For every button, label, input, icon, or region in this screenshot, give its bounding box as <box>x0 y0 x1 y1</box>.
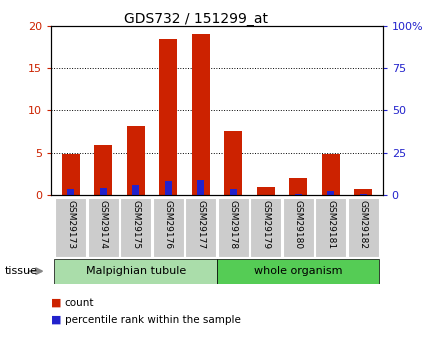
Text: GSM29174: GSM29174 <box>99 200 108 249</box>
Text: ■: ■ <box>51 298 62 307</box>
Bar <box>127 127 145 195</box>
Text: GSM29182: GSM29182 <box>359 200 368 249</box>
Text: GSM29179: GSM29179 <box>261 200 270 249</box>
Text: Malpighian tubule: Malpighian tubule <box>85 266 186 276</box>
Bar <box>62 154 80 195</box>
Bar <box>315 198 346 257</box>
Text: GSM29180: GSM29180 <box>294 200 303 249</box>
Bar <box>217 259 380 284</box>
Bar <box>230 189 237 195</box>
Bar <box>289 178 307 195</box>
Text: GDS732 / 151299_at: GDS732 / 151299_at <box>124 12 268 26</box>
Text: count: count <box>65 298 94 307</box>
Bar <box>88 198 119 257</box>
Text: whole organism: whole organism <box>254 266 343 276</box>
Bar <box>192 34 210 195</box>
Text: tissue: tissue <box>4 266 37 276</box>
Bar <box>327 191 334 195</box>
Bar <box>224 131 242 195</box>
Text: GSM29176: GSM29176 <box>164 200 173 249</box>
Bar <box>67 189 74 195</box>
Bar <box>354 189 372 195</box>
Bar <box>54 259 217 284</box>
Bar <box>283 198 314 257</box>
Text: ■: ■ <box>51 315 62 325</box>
Bar <box>250 198 281 257</box>
Bar <box>322 154 340 195</box>
Bar <box>100 188 107 195</box>
Bar <box>132 186 139 195</box>
Text: percentile rank within the sample: percentile rank within the sample <box>65 315 240 325</box>
Bar <box>94 145 112 195</box>
Bar <box>55 198 86 257</box>
Bar <box>165 181 172 195</box>
Text: GSM29178: GSM29178 <box>229 200 238 249</box>
Bar <box>218 198 249 257</box>
Text: GSM29177: GSM29177 <box>196 200 205 249</box>
Bar <box>120 198 151 257</box>
Bar <box>185 198 216 257</box>
Text: GSM29181: GSM29181 <box>326 200 335 249</box>
Bar <box>295 194 302 195</box>
Bar <box>153 198 184 257</box>
Bar <box>257 187 275 195</box>
Text: GSM29175: GSM29175 <box>131 200 140 249</box>
Bar <box>348 198 379 257</box>
Text: GSM29173: GSM29173 <box>66 200 75 249</box>
Bar <box>159 39 177 195</box>
Bar <box>197 180 204 195</box>
